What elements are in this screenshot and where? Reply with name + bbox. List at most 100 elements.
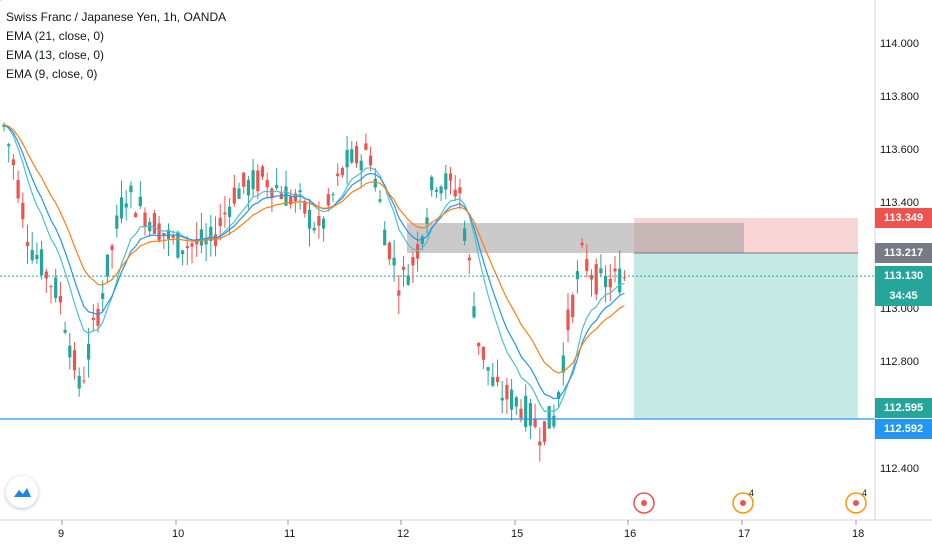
entry-price-tag: 113.217 [875,242,932,263]
candle-body [223,212,227,215]
candle-body [77,375,81,389]
ema-21-label[interactable]: EMA (21, close, 0) [6,29,105,43]
candle-body [528,403,532,426]
candle-body [350,149,354,163]
candle-body [594,264,598,295]
candle-body [622,277,626,279]
candle-body [242,172,246,187]
ema-9-label[interactable]: EMA (9, close, 0) [6,67,98,81]
ema-13-label[interactable]: EMA (13, close, 0) [6,48,105,62]
candle-body [378,199,382,202]
candle-body [533,419,537,427]
event-badge[interactable]: 4 [845,488,867,514]
time-tick-label: 10 [172,528,185,540]
candle-body [510,389,514,410]
symbol-title[interactable]: Swiss Franc / Japanese Yen, 1h, OANDA [6,10,227,24]
candle-body [96,308,100,326]
candle-body [232,187,236,204]
candle-body [30,249,34,261]
candle-body [35,254,39,260]
candle-body [354,146,359,164]
candle-body [181,250,185,255]
event-badge-dot [641,500,647,506]
candle-body [270,188,274,199]
tradingview-cloud-logo[interactable] [6,476,38,508]
candle-body [557,391,561,399]
ema-lines [3,124,625,413]
price-tick-label: 113.400 [880,197,919,209]
candle-body [289,196,293,205]
candle-body [585,259,589,272]
bar-countdown-tag: 34:45 [875,286,932,307]
candle-body [571,295,575,318]
candle-body [481,346,485,360]
candle-body [519,408,523,418]
candle-body [246,180,250,196]
time-tick-label: 16 [624,528,637,540]
candle-body [467,257,471,261]
candle-body [604,275,608,288]
candle-body [369,155,373,166]
event-badge[interactable] [633,492,655,514]
candle-body [453,189,457,197]
candle-body [199,229,203,246]
candle-body [613,268,617,272]
candle-body [463,228,467,241]
event-badge-dot [740,500,746,506]
last-price-tag: 113.130 [875,266,932,287]
candle-body [166,229,171,239]
candle-body [608,278,612,288]
chart-legend: Swiss Franc / Japanese Yen, 1h, OANDA EM… [6,8,226,84]
candle-body [44,271,48,279]
event-badge[interactable]: 4 [732,488,754,514]
candle-body [575,271,579,280]
candle-body [401,266,406,270]
candle-body [91,317,95,320]
horizontal-lines[interactable] [0,0,875,420]
candle-body [284,186,288,206]
take-profit-zone [634,252,858,419]
time-tick-label: 9 [58,528,65,540]
candle-body [425,217,429,224]
candle-body [138,196,142,207]
position-zones[interactable] [407,217,858,419]
candle-body [143,212,147,227]
candle-body [514,397,518,407]
candle-body [430,176,434,191]
candle-body [218,217,222,227]
candle-body [152,213,156,234]
time-tick-label: 15 [511,528,524,540]
candle-body [171,235,175,238]
hline-price-tag: 112.592 [875,419,932,439]
candle-body [129,185,133,193]
time-tick-label: 18 [852,528,865,540]
candle-body [7,144,11,147]
candle-body [307,209,312,229]
price-tick-label: 112.400 [880,463,919,475]
price-tick-label: 114.000 [880,38,919,50]
candle-body [589,275,594,280]
candle-body [392,257,396,266]
candle-body [547,406,551,429]
candle-body [68,345,72,358]
candle-body [486,367,490,371]
candle-body [16,179,20,199]
candle-body [434,189,438,192]
ema-21-line [3,124,625,374]
candle-body [2,124,6,127]
candle-body [110,245,114,251]
candle-body [190,243,194,247]
candle-body [251,170,255,190]
cloud-icon [14,488,31,497]
price-tick-label: 112.800 [880,356,919,368]
candle-body [542,421,547,442]
candle-body [209,226,213,242]
candle-body [87,343,91,360]
candle-body [458,187,462,194]
candle-body [213,234,218,247]
candle-body [364,143,368,150]
candle-body [317,216,321,226]
stop-price-tag: 113.349 [875,207,932,228]
